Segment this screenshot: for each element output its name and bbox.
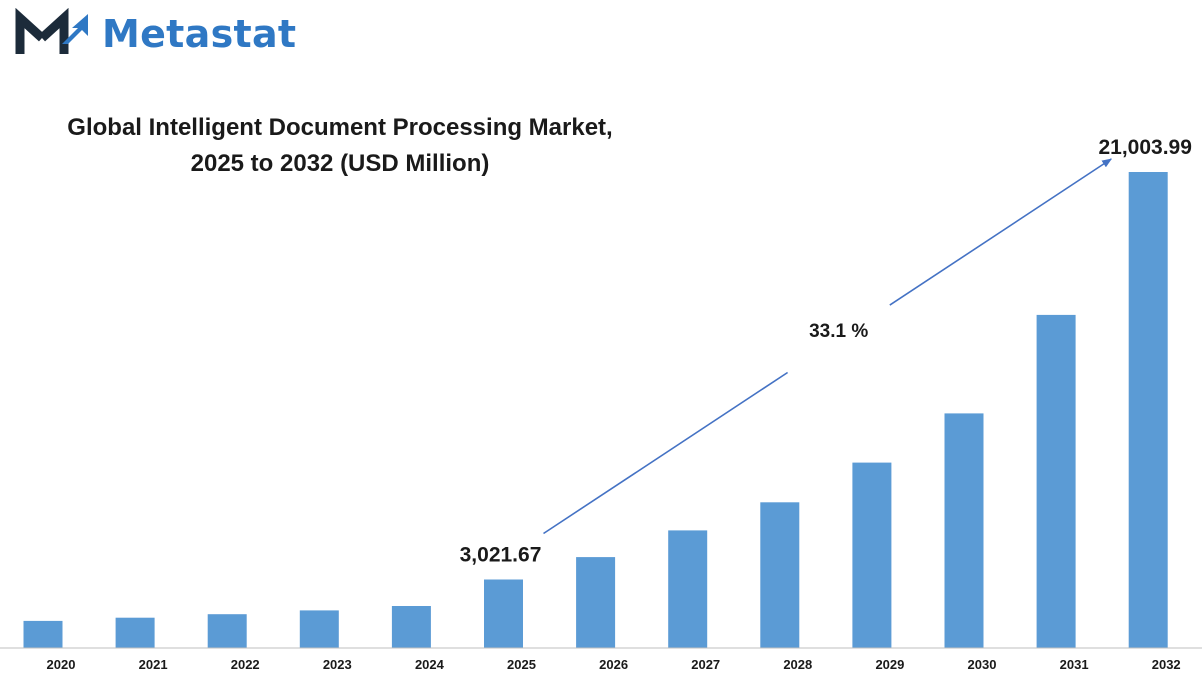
bar-2028: [760, 502, 800, 648]
chart-title: Global Intelligent Document Processing M…: [20, 110, 660, 182]
growth-arrow-head: [889, 158, 1113, 306]
x-tick-label-2025: 2025: [507, 657, 536, 672]
x-tick-label-2031: 2031: [1060, 657, 1089, 672]
growth-arrow-line: [543, 371, 789, 535]
x-tick-label-2028: 2028: [783, 657, 812, 672]
bar-2031: [1036, 314, 1076, 648]
bar-2025: [484, 579, 523, 648]
brand-logo: Metastat: [12, 8, 296, 60]
bar-2032: [1128, 172, 1168, 648]
bar-2020: [23, 620, 63, 648]
brand-name: Metastat: [102, 12, 297, 56]
x-tick-label-2032: 2032: [1152, 657, 1181, 672]
x-tick-label-2029: 2029: [875, 657, 904, 672]
bar-2027: [668, 530, 708, 648]
bar-2029: [852, 462, 892, 648]
metastat-m-logo-icon: [15, 8, 88, 54]
data-label-2032: 21,003.99: [1098, 136, 1191, 159]
data-label-2025: 3,021.67: [460, 544, 542, 567]
x-tick-label-2030: 2030: [968, 657, 997, 672]
x-tick-label-2027: 2027: [691, 657, 720, 672]
x-tick-label-2021: 2021: [139, 657, 168, 672]
bar-2023: [299, 610, 339, 648]
x-tick-label-2020: 2020: [47, 657, 76, 672]
bar-2026: [576, 557, 616, 648]
chart-title-line-2: 2025 to 2032 (USD Million): [190, 150, 490, 177]
x-tick-label-2024: 2024: [415, 657, 445, 672]
chart-title-line-1: Global Intelligent Document Processing M…: [67, 114, 613, 141]
bar-2024: [391, 606, 431, 648]
x-tick-label-2023: 2023: [323, 657, 352, 672]
x-tick-label-2026: 2026: [599, 657, 628, 672]
bar-2021: [115, 617, 155, 648]
bar-2022: [207, 614, 247, 648]
bar-2030: [944, 413, 984, 648]
x-tick-label-2022: 2022: [231, 657, 260, 672]
cagr-annotation: 33.1 %: [809, 321, 868, 342]
